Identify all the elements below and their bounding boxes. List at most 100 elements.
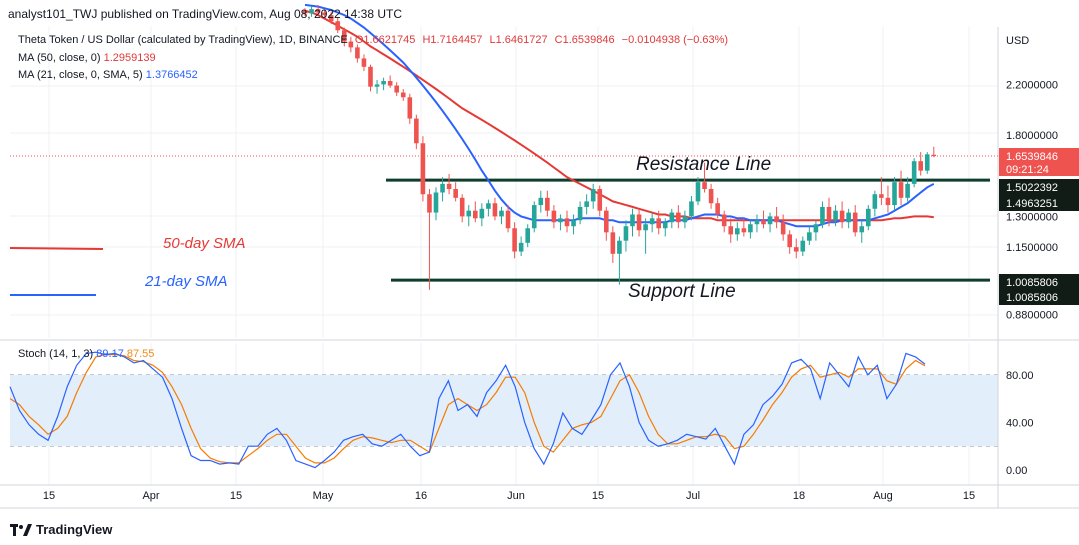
symbol-legend: Theta Token / US Dollar (calculated by T…: [18, 34, 732, 46]
candle-15: [400, 89, 406, 101]
candle-19: [427, 189, 432, 290]
candle-body-83: [846, 212, 851, 223]
candle-body-85: [859, 226, 865, 233]
candle-64: [721, 210, 727, 233]
candle-body-73: [780, 222, 786, 235]
candle-36: [538, 190, 544, 213]
candle-44: [590, 183, 596, 209]
candle-27: [479, 203, 485, 227]
ma21-label: MA (21, close, 0, SMA, 5): [18, 69, 143, 81]
candle-12: [381, 77, 386, 91]
candle-82: [839, 201, 845, 229]
resistance-price-tag: 1.5022392: [999, 179, 1079, 195]
candle-90: [892, 177, 897, 211]
candle-body-59: [689, 201, 694, 217]
candle-body-94: [918, 161, 923, 171]
ma21-price-tag-text-0: 1.4963251: [1006, 198, 1058, 210]
candle-body-62: [708, 189, 714, 204]
candle-body-69: [754, 220, 760, 225]
candle-22: [446, 173, 452, 195]
candle-81: [833, 205, 838, 227]
candle-body-14: [394, 85, 399, 93]
candle-68: [748, 220, 753, 239]
time-tick-9: Aug: [873, 490, 893, 502]
candle-body-3: [322, 12, 327, 16]
candle-4: [328, 11, 334, 24]
stoch-k-line: [9, 351, 926, 469]
candle-body-30: [499, 210, 504, 217]
candlesticks: [302, 4, 937, 290]
candle-91: [898, 170, 904, 206]
candle-body-26: [473, 210, 478, 219]
ma21-price-tag: 1.4963251: [999, 195, 1079, 211]
candle-body-70: [761, 220, 766, 225]
stoch-d-value: 87.55: [126, 348, 155, 360]
candle-93: [911, 158, 917, 188]
candle-body-61: [702, 182, 707, 190]
candle-body-92: [905, 183, 910, 198]
candle-96: [931, 146, 937, 158]
tradingview-logo-icon: [10, 523, 32, 536]
candle-body-32: [512, 228, 517, 252]
ohlc-change: −0.0104938 (−0.63%): [621, 34, 729, 46]
candle-body-35: [531, 205, 537, 229]
candle-body-77: [807, 232, 812, 241]
candle-16: [407, 93, 413, 124]
candle-86: [866, 205, 871, 231]
candle-body-95: [924, 154, 930, 171]
candle-body-20: [433, 192, 439, 213]
price-tick-2: 1.3000000: [1006, 211, 1058, 223]
candle-body-52: [643, 224, 648, 231]
candle-body-88: [879, 194, 884, 198]
candle-29: [492, 197, 498, 221]
candle-3: [322, 9, 327, 19]
candle-body-28: [486, 203, 491, 209]
ohlc-close: C1.6539846: [554, 34, 615, 46]
candle-body-1: [309, 9, 314, 14]
candle-1: [309, 6, 314, 17]
time-tick-4: 16: [415, 490, 427, 502]
support-line-label: Support Line: [628, 281, 736, 302]
candle-43: [584, 194, 589, 215]
support-price-tag-1-bg: [999, 274, 1079, 290]
candle-60: [695, 177, 701, 206]
candle-24: [459, 194, 465, 223]
stoch-overbought-oversold-band: [10, 374, 998, 447]
candle-body-50: [630, 214, 635, 227]
tradingview-brand: TradingView: [36, 522, 113, 537]
ma50-legend[interactable]: MA (50, close, 0) 1.2959139: [18, 52, 156, 64]
ma21-legend[interactable]: MA (21, close, 0, SMA, 5) 1.3766452: [18, 69, 198, 81]
candle-body-90: [892, 182, 897, 206]
candle-body-48: [617, 240, 622, 254]
candle-52: [643, 218, 648, 254]
candle-14: [394, 82, 399, 97]
sma50-annotation: 50-day SMA: [163, 235, 246, 252]
candle-body-56: [669, 212, 675, 223]
candle-89: [885, 185, 891, 213]
candle-70: [761, 210, 766, 229]
stoch-legend[interactable]: Stoch (14, 1, 3) 89.17 87.55: [18, 348, 154, 360]
stoch-k-value: 89.17: [96, 348, 124, 360]
candle-body-25: [466, 210, 472, 217]
candle-39: [558, 214, 563, 231]
candle-25: [466, 205, 472, 227]
sma50-legend-sample: [9, 247, 104, 250]
candle-body-39: [558, 218, 563, 223]
candle-26: [473, 201, 478, 223]
candle-17: [414, 114, 419, 150]
candle-body-43: [584, 201, 589, 207]
candle-body-31: [505, 210, 511, 229]
candle-body-6: [342, 30, 347, 42]
candle-body-27: [479, 208, 485, 219]
candle-8: [355, 44, 360, 63]
candle-body-63: [715, 203, 720, 215]
candle-45: [597, 185, 603, 217]
ohlc-open: O1.6621745: [354, 34, 416, 46]
legend-samples: [9, 247, 104, 296]
axes: 2.2000000 1.8000000 1.3000000 1.1500000 0.88…: [43, 79, 1058, 502]
candle-34: [525, 224, 530, 248]
candle-7: [348, 36, 354, 53]
tradingview-logo[interactable]: TradingView: [10, 522, 112, 537]
